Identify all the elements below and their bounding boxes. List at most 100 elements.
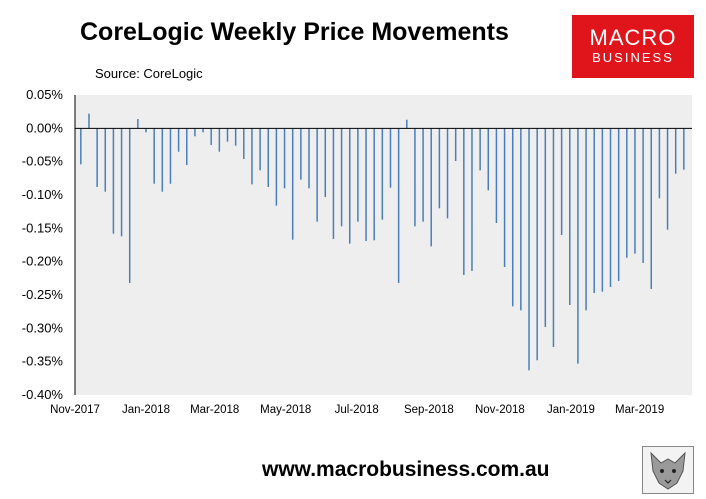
bar: [381, 128, 384, 220]
bar: [560, 128, 563, 235]
bar: [210, 128, 212, 145]
bar: [569, 128, 571, 305]
bar: [454, 128, 457, 161]
bar: [332, 128, 335, 239]
bar: [373, 128, 375, 241]
x-axis: Nov-2017 Jan-2018 Mar-2018 May-2018 Jul-2018…: [50, 404, 664, 416]
bar: [243, 128, 245, 159]
bar: [658, 128, 661, 199]
bar: [104, 128, 107, 192]
bar: [593, 128, 595, 293]
x-tick-label: Nov-2017: [50, 404, 100, 416]
bar: [634, 128, 636, 254]
bar: [552, 128, 555, 347]
bar: [291, 128, 294, 240]
bar: [128, 128, 131, 283]
bar: [674, 128, 677, 174]
bar: [666, 128, 669, 230]
bar: [430, 128, 432, 247]
bar: [422, 128, 424, 222]
logo-line-2: BUSINESS: [592, 50, 674, 65]
bar: [585, 128, 587, 311]
bar: [324, 128, 327, 197]
x-tick-label: Mar-2018: [190, 404, 239, 416]
y-tick-label: -0.05%: [22, 154, 64, 169]
y-tick-label: -0.10%: [22, 187, 64, 202]
bar: [471, 128, 473, 271]
bar: [202, 128, 204, 133]
bar: [601, 128, 604, 292]
y-tick-label: -0.25%: [22, 287, 64, 302]
bar: [275, 128, 278, 206]
bar: [161, 128, 164, 192]
bar: [577, 128, 579, 364]
x-tick-label: Jan-2019: [547, 404, 595, 416]
bar: [145, 128, 147, 133]
bar: [80, 128, 82, 165]
bar: [88, 113, 90, 129]
bar: [348, 128, 351, 244]
website-footer: www.macrobusiness.com.au: [262, 458, 550, 481]
y-tick-label: -0.40%: [22, 387, 64, 402]
bar: [406, 119, 408, 129]
bar: [340, 128, 343, 227]
bar: [177, 128, 180, 152]
bar: [446, 128, 449, 219]
bar: [120, 128, 123, 237]
bar: [511, 128, 514, 307]
bar: [194, 128, 196, 137]
plot-area: [75, 95, 692, 395]
y-tick-label: -0.20%: [22, 254, 64, 269]
bar: [259, 128, 261, 171]
bar: [479, 128, 481, 171]
x-tick-label: Jul-2018: [335, 404, 379, 416]
bar: [389, 128, 392, 188]
x-tick-label: Jan-2018: [122, 404, 170, 416]
bar: [300, 128, 302, 180]
bar: [520, 128, 522, 311]
bar: [397, 128, 400, 283]
y-axis: 0.05% 0.00% -0.05% -0.10% -0.15% -0.20% -0.25%…: [22, 87, 692, 402]
bar: [283, 128, 286, 189]
x-tick-label: Nov-2018: [475, 404, 525, 416]
bar: [650, 128, 653, 289]
bar: [112, 128, 115, 234]
bar: [186, 128, 188, 165]
y-tick-label: 0.05%: [26, 87, 63, 102]
bar: [316, 128, 318, 222]
x-tick-label: Mar-2019: [615, 404, 664, 416]
bar: [96, 128, 98, 187]
bar: [153, 128, 155, 184]
bar: [414, 128, 416, 227]
bar: [544, 128, 547, 327]
bar: [169, 128, 172, 184]
source-note: Source: CoreLogic: [95, 66, 203, 81]
bar: [609, 128, 612, 287]
x-tick-label: Sep-2018: [404, 404, 454, 416]
bar: [683, 128, 685, 170]
y-tick-label: -0.35%: [22, 354, 64, 369]
bar: [487, 128, 490, 191]
bar: [463, 128, 465, 275]
bar: [218, 128, 221, 152]
y-tick-label: -0.30%: [22, 320, 64, 335]
bars-group: [80, 113, 685, 371]
bar: [267, 128, 269, 187]
bar: [137, 119, 139, 129]
y-tick-label: -0.15%: [22, 220, 64, 235]
bar: [226, 128, 229, 142]
chart-title: CoreLogic Weekly Price Movements: [80, 18, 509, 46]
wolf-logo-icon: [642, 446, 694, 494]
y-tick-label: 0.00%: [26, 120, 63, 135]
logo-line-1: MACRO: [589, 25, 677, 50]
bar: [626, 128, 628, 258]
bar: [438, 128, 441, 209]
bar: [357, 128, 359, 222]
bar: [308, 128, 310, 189]
bar: [642, 128, 644, 263]
bar: [503, 128, 506, 267]
bar: [365, 128, 367, 241]
bar: [251, 128, 253, 185]
